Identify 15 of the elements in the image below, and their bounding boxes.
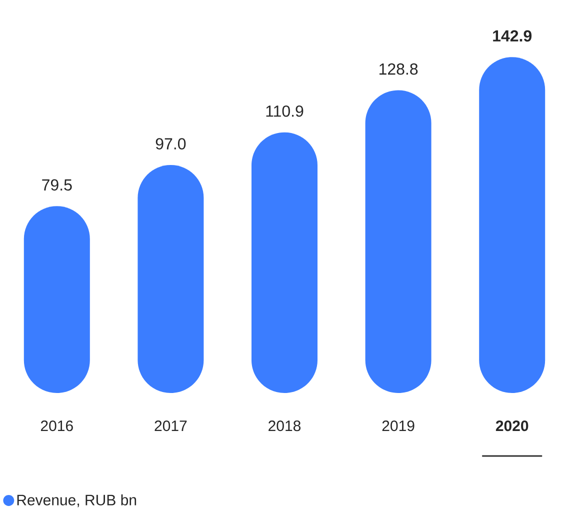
bar <box>252 132 318 393</box>
bar <box>365 90 432 393</box>
data-label: 79.5 <box>42 179 72 191</box>
x-tick-label: 2017 <box>154 420 187 432</box>
x-tick-label: 2020 <box>496 420 528 432</box>
bar <box>138 164 204 393</box>
legend-label: Revenue, RUB bn <box>17 494 136 508</box>
x-tick-label: 2019 <box>382 420 414 432</box>
x-tick-label: 2016 <box>40 420 73 432</box>
data-label: 97.0 <box>156 138 186 150</box>
bar <box>479 57 546 393</box>
data-label: 142.9 <box>493 30 532 42</box>
data-label: 110.9 <box>266 105 304 117</box>
x-tick-label: 2018 <box>268 420 301 432</box>
data-label: 128.8 <box>380 63 418 75</box>
